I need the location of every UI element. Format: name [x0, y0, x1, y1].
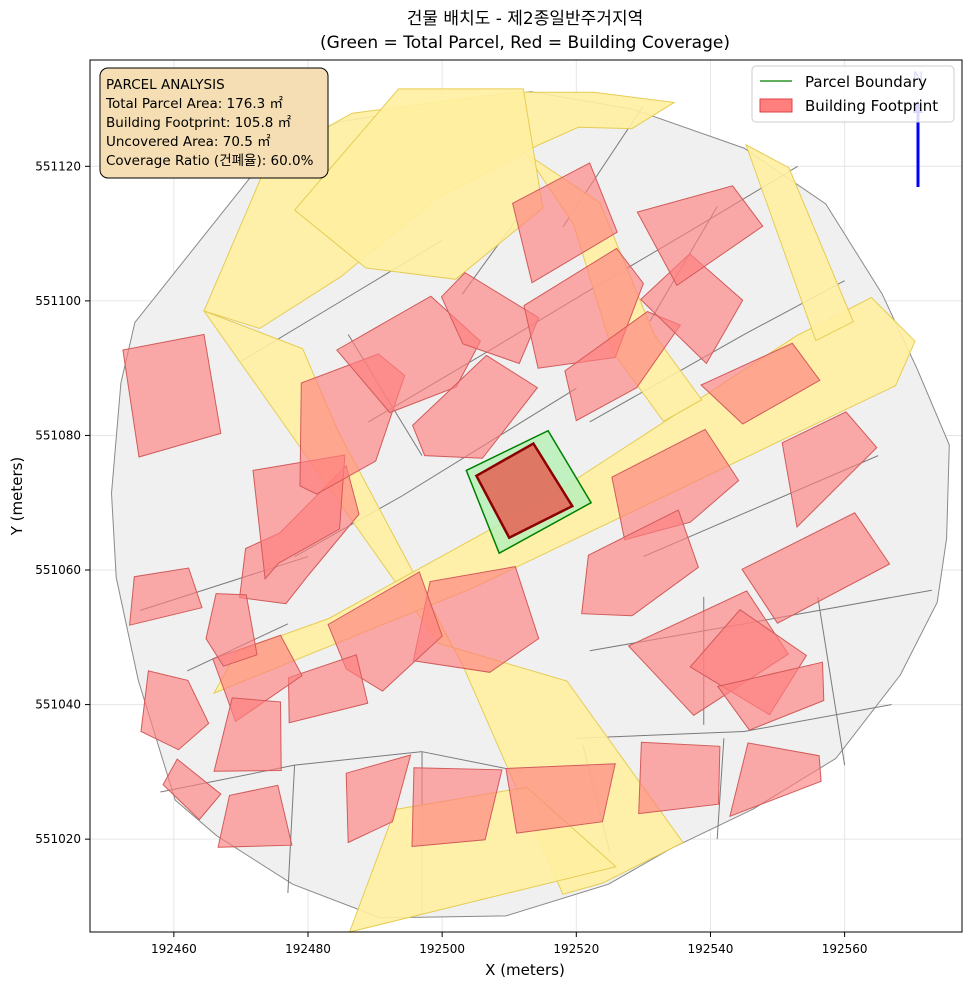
- building-footprint: [205, 593, 258, 667]
- x-tick-label: 192460: [151, 942, 197, 956]
- building-footprint: [729, 742, 822, 818]
- legend-building-footprint-swatch: [759, 98, 793, 113]
- building-footprint: [336, 295, 482, 414]
- building-footprint: [411, 767, 503, 848]
- target-parcel: [465, 429, 593, 555]
- building-footprint: [512, 162, 618, 284]
- building-footprint: [611, 428, 740, 541]
- y-axis-ticks: 551020 551040 551060 551080 551100 551120: [35, 159, 90, 846]
- building-footprint: [581, 509, 699, 617]
- building-footprint: [638, 741, 721, 815]
- x-tick-label: 192540: [688, 942, 734, 956]
- legend-frame: [751, 65, 955, 123]
- y-tick-label: 551040: [35, 698, 81, 712]
- map-layer: [110, 88, 950, 932]
- building-footprint: [140, 670, 210, 751]
- y-axis-label: Y (meters): [8, 457, 26, 537]
- building-footprint: [741, 512, 891, 624]
- x-tick-label: 192480: [285, 942, 331, 956]
- building-footprint: [287, 654, 369, 724]
- lot-line: [716, 738, 725, 840]
- building-footprint: [162, 758, 222, 821]
- lot-line: [294, 751, 423, 766]
- info-building-footprint: Building Footprint: 105.8 ㎡: [106, 115, 292, 131]
- road-polygon: [745, 143, 854, 342]
- legend: Parcel Boundary Building Footprint: [751, 65, 955, 123]
- info-box-heading: PARCEL ANALYSIS: [106, 77, 225, 93]
- chart-title-line1: 건물 배치도 - 제2종일반주거지역: [407, 9, 643, 29]
- info-box-background: [99, 67, 329, 179]
- building-footprint: [122, 333, 222, 458]
- building-footprint: [781, 411, 878, 529]
- building-footprint: [213, 697, 282, 772]
- building-footprint: [700, 342, 821, 425]
- legend-building-footprint-label: Building Footprint: [805, 97, 938, 115]
- building-footprint: [345, 754, 412, 844]
- chart-title-line2: (Green = Total Parcel, Red = Building Co…: [320, 33, 730, 53]
- plot-frame: [89, 59, 963, 933]
- parcel-analysis-box: PARCEL ANALYSIS Total Parcel Area: 176.3…: [99, 67, 329, 179]
- building-footprints: [122, 162, 891, 848]
- building-footprint: [564, 311, 682, 422]
- building-footprint: [505, 763, 616, 834]
- x-tick-label: 192560: [822, 942, 868, 956]
- info-total-area: Total Parcel Area: 176.3 ㎡: [105, 96, 283, 112]
- x-tick-label: 192500: [419, 942, 465, 956]
- road-polygon: [293, 88, 544, 280]
- building-footprint: [716, 661, 825, 731]
- building-footprint: [217, 784, 293, 848]
- y-tick-label: 551120: [35, 159, 81, 173]
- y-tick-label: 551020: [35, 832, 81, 846]
- x-axis-ticks: 192460 192480 192500 192520 192540 192560: [151, 932, 868, 956]
- lot-line: [817, 596, 846, 766]
- y-tick-label: 551080: [35, 428, 81, 442]
- x-axis-label: X (meters): [485, 961, 565, 979]
- lot-line: [743, 704, 892, 732]
- building-footprint: [440, 271, 540, 365]
- y-tick-label: 551100: [35, 294, 81, 308]
- building-footprint: [636, 185, 764, 287]
- info-uncovered-area: Uncovered Area: 70.5 ㎡: [106, 134, 271, 150]
- building-footprint: [129, 567, 203, 626]
- target-building-footprint: [474, 441, 575, 540]
- lot-line: [287, 765, 296, 894]
- info-coverage-ratio: Coverage Ratio (건폐율): 60.0%: [106, 153, 314, 169]
- x-tick-label: 192520: [553, 942, 599, 956]
- legend-parcel-boundary-label: Parcel Boundary: [805, 73, 927, 91]
- building-footprint: [412, 354, 539, 459]
- y-tick-label: 551060: [35, 563, 81, 577]
